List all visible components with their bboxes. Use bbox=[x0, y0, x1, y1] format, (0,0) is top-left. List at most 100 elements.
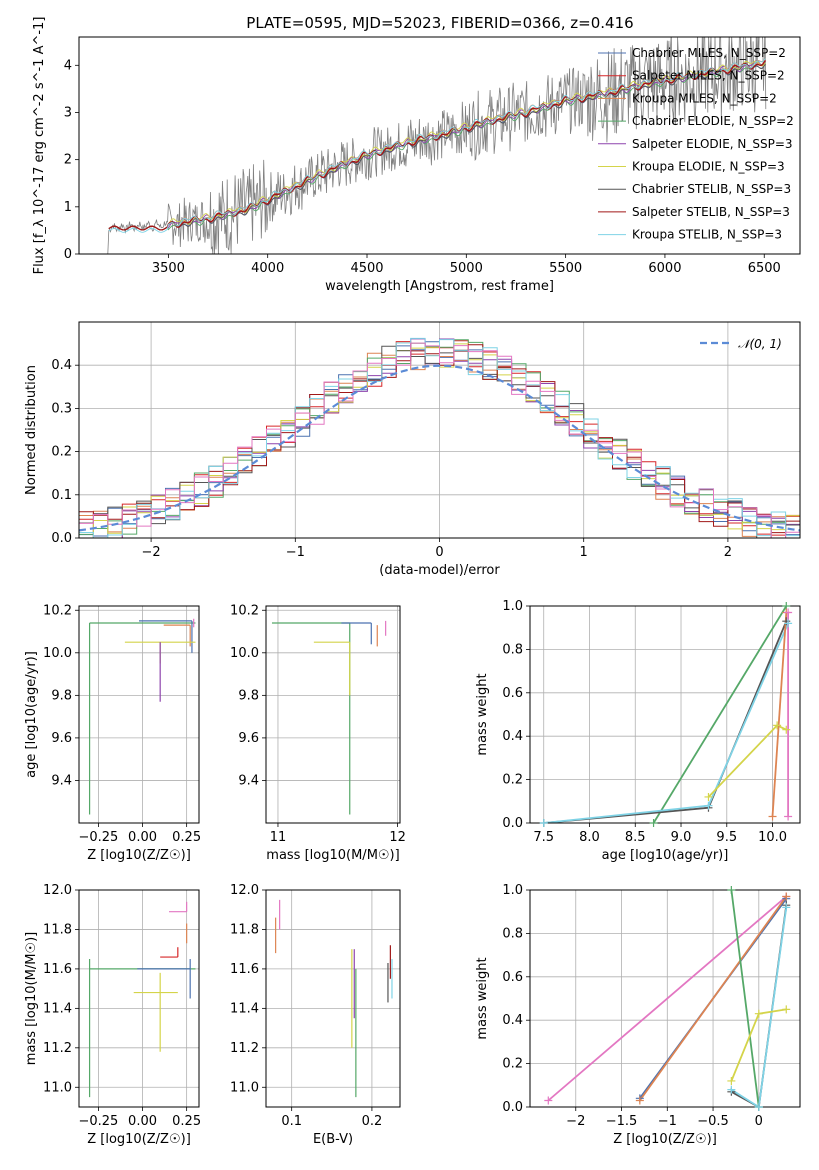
data-point-marker bbox=[635, 1096, 644, 1105]
weight_vs_age-plot-area bbox=[543, 606, 789, 823]
x-tick-label: −2 bbox=[566, 1114, 585, 1129]
x-axis-label: Z [log10(Z/Z☉)] bbox=[87, 1132, 191, 1147]
y-tick-label: 1 bbox=[64, 200, 72, 215]
x-tick-label: 0.25 bbox=[172, 1114, 201, 1129]
x-tick-label: 6500 bbox=[748, 261, 781, 276]
y-tick-label: 0.2 bbox=[502, 1057, 523, 1072]
legend-entry: Salpeter MILES, N_SSP=2 bbox=[632, 69, 785, 83]
x-tick-label: −1.5 bbox=[606, 1114, 638, 1129]
mass-weight-line bbox=[652, 606, 788, 823]
y-tick-label: 11.6 bbox=[230, 962, 259, 977]
x-tick-label: −1 bbox=[286, 545, 305, 560]
y-tick-label: 0.0 bbox=[502, 1100, 523, 1115]
x-tick-label: −0.5 bbox=[697, 1114, 729, 1129]
data-point-marker bbox=[754, 1103, 763, 1111]
data-point-marker bbox=[727, 1076, 736, 1085]
y-tick-label: 9.6 bbox=[238, 731, 259, 746]
axes-frame bbox=[265, 889, 401, 1108]
x-tick-label: 0.1 bbox=[281, 1114, 302, 1129]
x-tick-label: 6000 bbox=[648, 261, 681, 276]
x-axis-label: wavelength [Angstrom, rest frame] bbox=[325, 279, 554, 294]
y-tick-label: 11.8 bbox=[43, 922, 72, 937]
x-tick-label: 8.5 bbox=[625, 830, 646, 845]
y-tick-label: 11.4 bbox=[230, 1001, 259, 1016]
x-axis-label: Z [log10(Z/Z☉)] bbox=[613, 1132, 717, 1147]
x-tick-label: 12 bbox=[389, 830, 406, 845]
spectrum-title: PLATE=0595, MJD=52023, FIBERID=0366, z=0… bbox=[246, 14, 633, 32]
spectrum-panel: 3500 4000 4500 5000 5500 6000 6500 0 1 2 3 4 wavelen… bbox=[32, 17, 801, 294]
mass-weight-line bbox=[771, 612, 788, 817]
axes-frame bbox=[529, 889, 801, 1108]
age_vs_mass-panel: 11 12 9.4 9.6 9.8 10.0 10.2 mass [log10(M/M☉)] bbox=[230, 603, 406, 863]
x-axis-label: age [log10(age/yr)] bbox=[602, 848, 729, 863]
data-point-marker bbox=[784, 812, 793, 821]
residuals-plot-area bbox=[79, 337, 800, 538]
y-tick-label: 0.2 bbox=[51, 445, 72, 460]
x-tick-label: 4500 bbox=[350, 261, 383, 276]
data-point-marker bbox=[782, 903, 791, 912]
y-tick-label: 11.2 bbox=[43, 1041, 72, 1056]
y-tick-label: 9.8 bbox=[51, 688, 72, 703]
y-tick-label: 11.6 bbox=[43, 962, 72, 977]
y-tick-label: 12.0 bbox=[43, 883, 72, 898]
x-tick-label: 0.00 bbox=[128, 1114, 157, 1129]
x-tick-label: 1 bbox=[580, 545, 588, 560]
data-point-marker bbox=[784, 619, 793, 628]
legend-entry: Chabrier ELODIE, N_SSP=2 bbox=[632, 114, 794, 128]
axes-frame bbox=[78, 321, 801, 539]
y-tick-label: 0.4 bbox=[502, 729, 523, 744]
mass-weight-line bbox=[730, 890, 760, 1107]
y-tick-label: 0.3 bbox=[51, 401, 72, 416]
axes-frame bbox=[78, 36, 801, 255]
axes-frame bbox=[78, 605, 200, 824]
mass_vs_ebv-plot-area bbox=[275, 899, 393, 1098]
data-point-marker bbox=[704, 792, 713, 801]
axes-frame bbox=[529, 605, 801, 824]
x-axis-label: mass [log10(M/M☉)] bbox=[266, 848, 399, 863]
y-tick-label: 0.4 bbox=[51, 358, 72, 373]
x-tick-label: 2 bbox=[724, 545, 732, 560]
mass_vs_Z-panel: −0.25 0.00 0.25 11.0 11.2 11.4 11.6 11.8 12.0 Z [… bbox=[24, 883, 201, 1147]
x-tick-label: 8.0 bbox=[579, 830, 600, 845]
y-tick-label: 4 bbox=[64, 58, 72, 73]
spectrum-plot-area bbox=[107, 37, 767, 254]
axes-frame bbox=[265, 605, 401, 824]
data-point-marker bbox=[539, 819, 548, 827]
x-axis-label: E(B-V) bbox=[313, 1132, 353, 1147]
y-tick-label: 9.8 bbox=[238, 688, 259, 703]
y-tick-label: 12.0 bbox=[230, 883, 259, 898]
x-tick-label: 11 bbox=[270, 830, 287, 845]
residuals-panel: −2 −1 0 1 2 0.0 0.1 0.2 0.3 0.4 (data-model)/error… bbox=[24, 321, 801, 578]
x-axis-label: Z [log10(Z/Z☉)] bbox=[87, 848, 191, 863]
data-point-marker bbox=[782, 892, 791, 901]
data-point-marker bbox=[727, 1085, 736, 1094]
y-tick-label: 11.2 bbox=[230, 1041, 259, 1056]
mass-weight-line bbox=[730, 907, 788, 1107]
x-axis-label: (data-model)/error bbox=[379, 563, 500, 578]
x-tick-label: 10.0 bbox=[758, 830, 787, 845]
legend-entry: 𝒩(0, 1) bbox=[738, 337, 782, 351]
y-tick-label: 0.0 bbox=[51, 531, 72, 546]
data-point-marker bbox=[704, 801, 713, 810]
y-tick-label: 0.1 bbox=[51, 488, 72, 503]
y-tick-label: 0.4 bbox=[502, 1013, 523, 1028]
weight_vs_Z-panel: −2 −1.5 −1 −0.5 0 0.0 0.2 0.4 0.6 0.8 1.0 Z [log10(… bbox=[475, 883, 801, 1147]
y-tick-label: 0.6 bbox=[502, 970, 523, 985]
y-tick-label: 10.2 bbox=[230, 603, 259, 618]
mass-weight-line bbox=[543, 620, 788, 823]
mass-weight-line bbox=[543, 623, 789, 823]
normal-curve bbox=[79, 364, 800, 532]
y-tick-label: 1.0 bbox=[502, 599, 523, 614]
x-tick-label: 3500 bbox=[152, 261, 185, 276]
x-tick-label: 4000 bbox=[251, 261, 284, 276]
age_vs_Z-panel: −0.25 0.00 0.25 9.4 9.6 9.8 10.0 10.2 Z [log10(Z… bbox=[24, 603, 201, 863]
x-tick-label: 0.2 bbox=[362, 1114, 383, 1129]
y-tick-label: 0.6 bbox=[502, 686, 523, 701]
legend-entry: Salpeter ELODIE, N_SSP=3 bbox=[632, 137, 793, 151]
y-tick-label: 10.0 bbox=[43, 646, 72, 661]
x-tick-label: 0.25 bbox=[172, 830, 201, 845]
y-tick-label: 0.2 bbox=[502, 773, 523, 788]
x-tick-label: −0.25 bbox=[78, 1114, 118, 1129]
weight_vs_Z-plot-area bbox=[547, 890, 788, 1107]
y-tick-label: 11.0 bbox=[230, 1080, 259, 1095]
